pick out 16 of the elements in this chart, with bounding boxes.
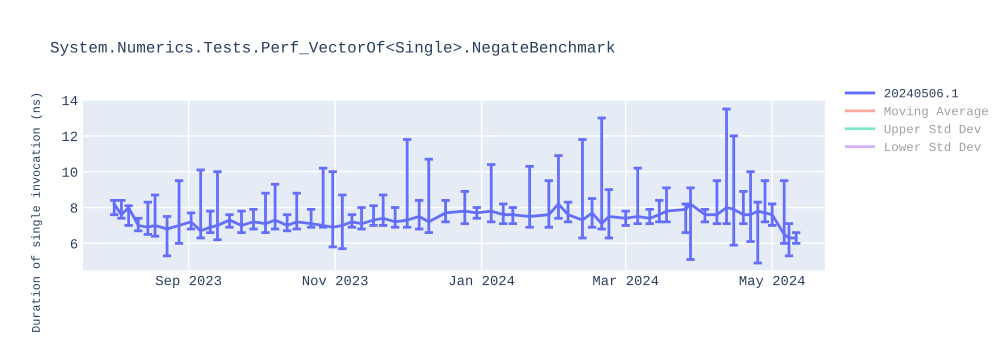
y-tick-label: 10	[62, 167, 78, 177]
x-tick-label: Mar 2024	[593, 276, 658, 286]
y-tick-label: 8	[70, 203, 78, 213]
x-tick-label: Jan 2024	[449, 276, 514, 286]
y-tick-label: 12	[62, 132, 78, 141]
legend-label: Upper Std Dev	[884, 124, 981, 136]
y-tick-label: 6	[70, 239, 78, 249]
y-axis-title: Duration of single invocation (ns)	[31, 94, 42, 332]
chart-title: System.Numerics.Tests.Perf_VectorOf<Single>.NegateBenchmark	[50, 40, 615, 56]
x-tick-label: Nov 2023	[302, 276, 368, 286]
x-tick-label: Sep 2023	[156, 276, 222, 288]
legend-label: Lower Std Dev	[885, 142, 981, 152]
y-tick-label: 14	[62, 96, 78, 106]
legend-label: Moving Average	[884, 106, 988, 118]
legend-label: 20240506.1	[884, 88, 958, 98]
x-tick-label: May 2024	[740, 276, 805, 288]
